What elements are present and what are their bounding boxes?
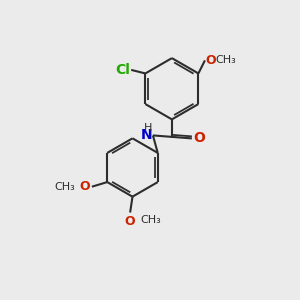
Text: CH₃: CH₃ <box>140 215 161 225</box>
Text: O: O <box>125 215 135 228</box>
Text: Cl: Cl <box>115 63 130 77</box>
Text: O: O <box>80 180 90 193</box>
Text: O: O <box>193 131 205 145</box>
Text: CH₃: CH₃ <box>215 56 236 65</box>
Text: H: H <box>144 123 152 133</box>
Text: CH₃: CH₃ <box>55 182 75 192</box>
Text: N: N <box>140 128 152 142</box>
Text: O: O <box>206 54 216 67</box>
